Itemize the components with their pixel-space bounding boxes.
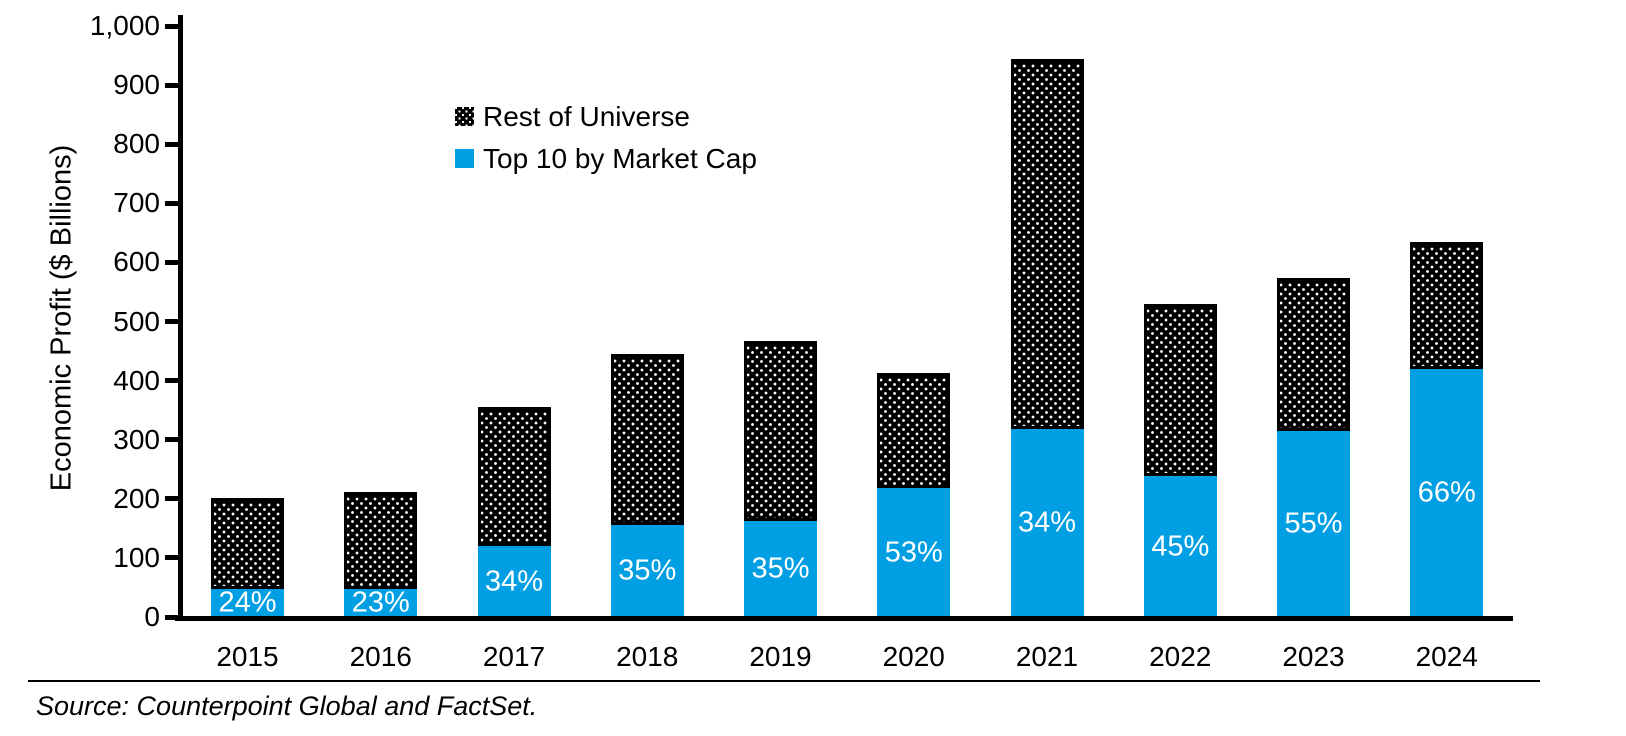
y-tick-mark: [165, 319, 178, 324]
y-tick-mark: [165, 614, 178, 620]
y-tick-label: 800: [113, 128, 160, 160]
bar-segment-rest-of-universe-2021: [1010, 58, 1084, 430]
y-axis-line: [178, 15, 183, 621]
bar-segment-rest-of-universe-2016: [344, 492, 418, 589]
bar-segment-top10-2022: 45%: [1143, 476, 1217, 617]
bar-segment-rest-of-universe-2022: [1143, 303, 1217, 477]
footer-divider: [28, 680, 1540, 682]
top10-swatch-icon: [455, 149, 474, 168]
y-tick-label: 100: [113, 541, 160, 573]
bar-percent-label: 45%: [1151, 530, 1210, 563]
y-tick-label: 0: [144, 601, 160, 632]
bar-segment-top10-2020: 53%: [877, 488, 951, 617]
bar-percent-label: 23%: [351, 586, 410, 619]
legend-item-top10: Top 10 by Market Cap: [455, 143, 757, 174]
x-tick-label-2021: 2021: [1015, 641, 1079, 672]
y-tick-label: 400: [113, 364, 160, 396]
y-tick-mark: [165, 259, 178, 265]
bar-segment-top10-2021: 34%: [1010, 429, 1084, 617]
x-tick-label-2023: 2023: [1282, 641, 1345, 672]
bar-segment-rest-of-universe-2018: [610, 354, 684, 526]
bar-segment-rest-of-universe-2024: [1410, 241, 1484, 369]
y-tick-mark: [165, 437, 178, 443]
x-tick-label-2015: 2015: [216, 641, 279, 672]
bars-layer: 24% 23% 34% 35% 35% 53% 34% 45% 55% 66%: [211, 58, 1484, 619]
legend-item-rest-of-universe: Rest of Universe: [455, 101, 757, 132]
y-tick-label: 200: [113, 482, 160, 514]
x-tick-label-2022: 2022: [1149, 641, 1212, 672]
bar-percent-label: 34%: [1017, 506, 1077, 539]
y-tick-mark: [165, 555, 178, 561]
y-tick-mark: [165, 496, 178, 502]
x-tick-label-2016: 2016: [349, 641, 412, 672]
bar-percent-label: 66%: [1417, 476, 1476, 509]
x-tick-label-2018: 2018: [616, 641, 679, 672]
y-tick-mark: [165, 378, 178, 384]
x-tick-label-2019: 2019: [749, 641, 812, 672]
x-tick-label-2017: 2017: [482, 641, 546, 672]
bar-segment-rest-of-universe-2019: [744, 341, 817, 521]
bar-percent-label: 35%: [618, 554, 677, 587]
bar-segment-rest-of-universe-2023: [1277, 278, 1350, 431]
legend: Rest of Universe Top 10 by Market Cap: [455, 101, 757, 185]
bar-segment-top10-2019: 35%: [744, 520, 817, 617]
y-tick-label: 600: [113, 246, 160, 278]
y-tick-label: 1,000: [89, 10, 160, 41]
bar-segment-top10-2015: 24%: [211, 586, 284, 619]
y-tick-mark: [165, 200, 178, 206]
y-tick-label: 700: [113, 187, 160, 219]
x-tick-label-2020: 2020: [882, 641, 945, 672]
legend-label: Top 10 by Market Cap: [483, 142, 757, 174]
y-tick-label: 500: [113, 305, 160, 337]
y-tick-mark: [165, 82, 178, 88]
y-tick-mark: [165, 141, 178, 147]
bar-segment-rest-of-universe-2020: [877, 372, 951, 489]
bar-segment-top10-2024: 66%: [1410, 368, 1484, 617]
bar-segment-top10-2018: 35%: [610, 525, 684, 617]
y-tick-label: 900: [113, 69, 160, 101]
bar-segment-top10-2016: 23%: [344, 586, 418, 619]
bar-segment-top10-2023: 55%: [1277, 430, 1350, 617]
source-note: Source: Counterpoint Global and FactSet.: [36, 691, 538, 721]
bar-percent-label: 35%: [751, 552, 810, 585]
bar-percent-label: 55%: [1284, 507, 1343, 540]
bar-percent-label: 24%: [218, 586, 277, 619]
bar-segment-rest-of-universe-2017: [477, 407, 551, 547]
y-tick-mark: [165, 23, 178, 29]
y-tick-label: 300: [113, 423, 160, 455]
bar-segment-rest-of-universe-2015: [211, 498, 284, 589]
x-tick-label-2024: 2024: [1415, 641, 1478, 672]
rest-of-universe-swatch-icon: [455, 107, 474, 126]
bar-percent-label: 53%: [884, 536, 943, 569]
bar-percent-label: 34%: [484, 565, 544, 598]
x-axis-line: [175, 616, 1513, 621]
bar-segment-top10-2017: 34%: [477, 546, 551, 617]
legend-label: Rest of Universe: [483, 100, 690, 132]
